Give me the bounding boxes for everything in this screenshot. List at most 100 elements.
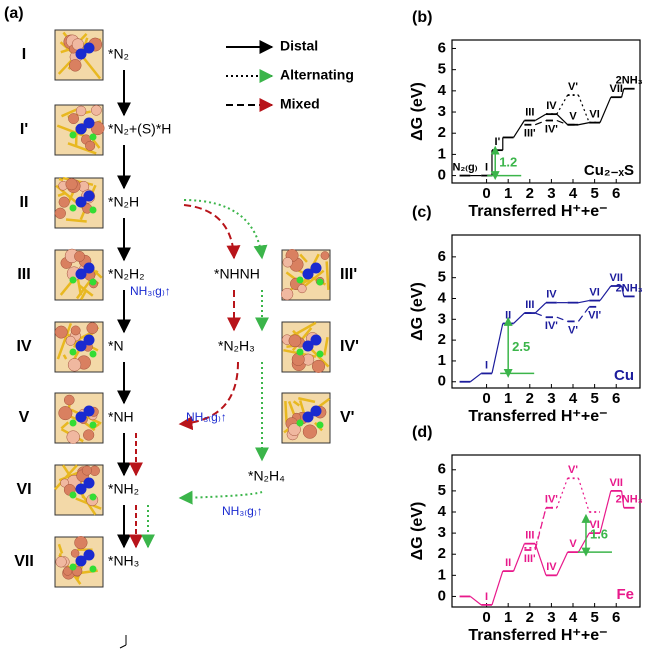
hydrogen	[90, 279, 97, 286]
pathway-arrow	[180, 492, 262, 498]
state-label: I	[485, 591, 488, 603]
panel-label: (a)	[4, 5, 24, 22]
state-label: III	[17, 266, 30, 283]
hydrogen	[70, 349, 77, 356]
y-tick-label: 1	[438, 352, 446, 369]
atom	[303, 425, 317, 439]
state-label: I	[485, 359, 488, 371]
x-tick-label: 5	[590, 185, 598, 202]
hydrogen	[90, 351, 97, 358]
state-label: IV'	[545, 320, 558, 332]
axes-glyph	[120, 635, 126, 648]
x-tick-label: 6	[612, 390, 620, 407]
x-tick-label: 0	[482, 390, 490, 407]
structure-image	[282, 322, 330, 373]
state-label: III'	[524, 553, 536, 565]
x-tick-label: 4	[569, 390, 578, 407]
atom	[75, 536, 88, 549]
legend-label: Distal	[280, 38, 318, 54]
level-connector	[578, 123, 589, 125]
hydrogen	[90, 566, 97, 573]
structure-image	[55, 536, 103, 587]
chart-label: Fe	[616, 586, 634, 603]
level-connector	[600, 286, 611, 301]
x-tick-label: 4	[569, 185, 578, 202]
species-label: *NH	[108, 409, 134, 425]
structure-image	[55, 30, 103, 80]
y-tick-label: 5	[438, 61, 446, 78]
species-label: *N₂+(S)*H	[108, 121, 171, 137]
level-connector	[578, 478, 589, 512]
x-axis-label: Transferred H⁺+e⁻	[468, 203, 607, 220]
atom	[68, 113, 78, 123]
state-label: VII	[14, 553, 34, 570]
nitrogen	[311, 335, 322, 346]
atom	[71, 549, 79, 557]
y-tick-label: 3	[438, 524, 446, 541]
level-connector	[535, 508, 546, 550]
hydrogen	[70, 492, 77, 499]
state-label: III'	[524, 128, 536, 140]
bond	[59, 179, 63, 180]
atom	[59, 197, 69, 207]
y-tick-label: 6	[438, 248, 446, 265]
y-tick-label: 1	[438, 566, 446, 583]
hydrogen	[90, 422, 97, 429]
side-state-label: IV'	[340, 338, 359, 355]
atom	[55, 208, 66, 219]
atom	[69, 59, 81, 71]
nitrogen	[84, 118, 95, 129]
branch-species-label: *N₂H₃	[218, 338, 255, 354]
pathway-arrow	[184, 205, 234, 258]
atom	[292, 353, 305, 366]
atom	[87, 323, 98, 334]
figure: (a) I*N₂I'*N₂+(S)*HII*N₂HIII*N₂H₂IV*NV*N…	[0, 0, 647, 654]
release-label: NH₃₍g₎↑	[222, 504, 263, 518]
level-connector	[557, 95, 568, 114]
nitrogen	[84, 478, 95, 489]
x-axis-label: Transferred H⁺+e⁻	[468, 408, 607, 425]
atom	[71, 326, 80, 335]
atom	[82, 466, 91, 475]
y-tick-label: 2	[438, 331, 446, 348]
legend-label: Mixed	[280, 96, 320, 112]
level-connector	[578, 95, 589, 123]
page: {"panel_a":{"label":"(a)", "legend":[{"n…	[0, 0, 647, 654]
hydrogen	[70, 420, 77, 427]
x-tick-label: 0	[482, 609, 490, 626]
state-label: I	[22, 46, 26, 63]
y-axis-label: ΔG (eV)	[409, 282, 426, 341]
atom	[64, 395, 74, 405]
level-connector	[492, 571, 503, 605]
species-label: *NH₃	[108, 553, 139, 569]
y-tick-label: 2	[438, 124, 446, 141]
y-tick-label: 5	[438, 482, 446, 499]
hydrogen	[90, 494, 97, 501]
atom	[68, 358, 81, 371]
side-state-label: V'	[340, 409, 354, 426]
state-label: V	[569, 538, 577, 550]
state-label: N₂₍g₎	[452, 161, 477, 173]
hydrogen	[317, 422, 324, 429]
state-label: I'	[495, 136, 501, 148]
level-connector	[492, 323, 503, 373]
species-label: *N₂H₂	[108, 266, 145, 282]
y-axis-label: ΔG (eV)	[409, 82, 426, 141]
hydrogen	[317, 351, 324, 358]
gap-label: 1.6	[590, 527, 608, 542]
level-connector	[557, 552, 568, 575]
hydrogen	[70, 277, 77, 284]
gap-label: 1.2	[499, 154, 517, 169]
state-label: VI	[589, 286, 599, 298]
y-tick-label: 6	[438, 461, 446, 478]
plot-frame	[452, 235, 640, 388]
level-connector	[557, 317, 568, 321]
x-tick-label: 3	[547, 390, 555, 407]
x-tick-label: 2	[526, 390, 534, 407]
level-connector	[470, 373, 481, 381]
y-tick-label: 3	[438, 310, 446, 327]
atom	[321, 251, 329, 259]
state-label: VI	[16, 481, 31, 498]
hydrogen	[297, 420, 304, 427]
branch-species-label: *N₂H₄	[248, 468, 285, 484]
